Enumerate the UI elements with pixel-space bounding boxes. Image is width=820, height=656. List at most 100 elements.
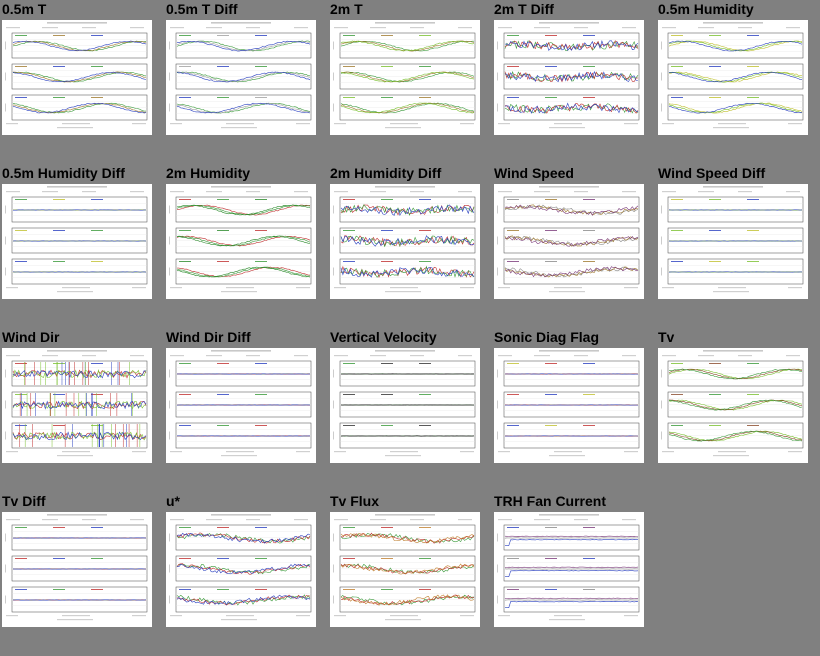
panel-wind-dir-diff: Wind Dir Diff [164,328,328,492]
panel-wind-speed-diff: Wind Speed Diff [656,164,820,328]
series-line [176,235,311,247]
series-line [504,235,639,246]
plot-thumbnail-image [661,350,804,457]
plot-thumbnail-link[interactable] [166,512,316,627]
panel-title: 0.5m T Diff [166,1,238,17]
series-line [340,267,475,278]
series-line [504,70,638,83]
panel-tv-flux: Tv Flux [328,492,492,656]
series-line [176,102,311,114]
series-line [340,563,475,575]
panel-title: 0.5m Humidity [658,1,754,17]
series-line [668,40,803,52]
plot-thumbnail-link[interactable] [2,348,152,463]
plot-thumbnail-link[interactable] [658,20,808,135]
series-line [176,533,311,544]
series-line [340,71,475,83]
plot-thumbnail-link[interactable] [330,512,480,627]
plot-thumbnail-link[interactable] [166,348,316,463]
plot-thumbnail-link[interactable] [494,512,644,627]
series-line [340,563,475,574]
series-line [668,71,803,83]
panel-2m-humidity-diff: 2m Humidity Diff [328,164,492,328]
plot-thumbnail-image [169,350,312,457]
plot-thumbnail-link[interactable] [494,20,644,135]
plot-thumbnail-image [661,186,804,293]
series-line [176,71,311,83]
panel-tv-diff: Tv Diff [0,492,164,656]
series-line [340,102,475,114]
series-line [668,399,803,411]
series-line [176,204,311,216]
panel-title: Tv [658,329,675,345]
panel-0-5m-humidity: 0.5m Humidity [656,0,820,164]
plot-thumbnail-link[interactable] [330,20,480,135]
series-line [668,368,803,380]
series-line [340,532,475,544]
series-line [340,563,475,575]
series-line [504,266,639,278]
series-line [176,594,311,606]
panel-0-5m-humidity-diff: 0.5m Humidity Diff [0,164,164,328]
panel-title: Wind Dir [2,329,60,345]
panel-0-5m-t-diff: 0.5m T Diff [164,0,328,164]
plot-thumbnail-link[interactable] [494,348,644,463]
series-line [176,102,311,114]
panel-tv: Tv [656,328,820,492]
series-line [176,235,311,247]
series-line [668,102,803,114]
series-line [505,601,639,608]
series-line [504,235,639,247]
plot-thumbnail-image [5,186,148,293]
panel-title: Wind Dir Diff [166,329,251,345]
series-line [176,563,311,575]
plot-thumbnail-link[interactable] [166,184,316,299]
plot-thumbnail-link[interactable] [2,512,152,627]
panel-title: 0.5m T [2,1,47,17]
series-line [176,71,311,83]
series-line [504,39,639,52]
plot-thumbnail-link[interactable] [2,20,152,135]
plot-thumbnail-link[interactable] [330,184,480,299]
panel-wind-speed: Wind Speed [492,164,656,328]
series-line [668,399,803,411]
panel-sonic-diag-flag: Sonic Diag Flag [492,328,656,492]
series-line [340,71,475,83]
series-line [12,400,147,410]
series-line [340,533,475,544]
series-line [668,102,803,114]
plot-thumbnail-link[interactable] [330,348,480,463]
series-line [340,594,475,606]
panel-title: Wind Speed Diff [658,165,766,181]
series-line [12,102,147,114]
panel-u-star: u* [164,492,328,656]
plot-thumbnail-image [169,514,312,621]
plot-thumbnail-image [661,22,804,129]
series-line [340,71,475,83]
series-line [176,40,311,52]
plot-thumbnail-image [5,22,148,129]
plot-thumbnail-link[interactable] [2,184,152,299]
series-line [504,102,639,114]
series-line [12,102,147,114]
series-line [12,102,147,114]
plot-thumbnail-link[interactable] [658,184,808,299]
series-line [504,266,639,278]
series-line [340,235,475,248]
series-line [340,533,475,544]
panel-title: Sonic Diag Flag [494,329,600,345]
series-line [340,102,475,114]
plot-thumbnail-link[interactable] [494,184,644,299]
panel-trh-fan-current: TRH Fan Current [492,492,656,656]
series-line [340,204,475,217]
series-line [176,532,311,544]
panel-2m-t-diff: 2m T Diff [492,0,656,164]
series-line [13,71,146,83]
panel-title: TRH Fan Current [494,493,606,509]
series-line [668,430,803,442]
series-line [12,431,147,441]
plot-thumbnail-image [333,350,476,457]
plot-thumbnail-link[interactable] [166,20,316,135]
plot-thumbnail-link[interactable] [658,348,808,463]
series-line [668,71,803,83]
